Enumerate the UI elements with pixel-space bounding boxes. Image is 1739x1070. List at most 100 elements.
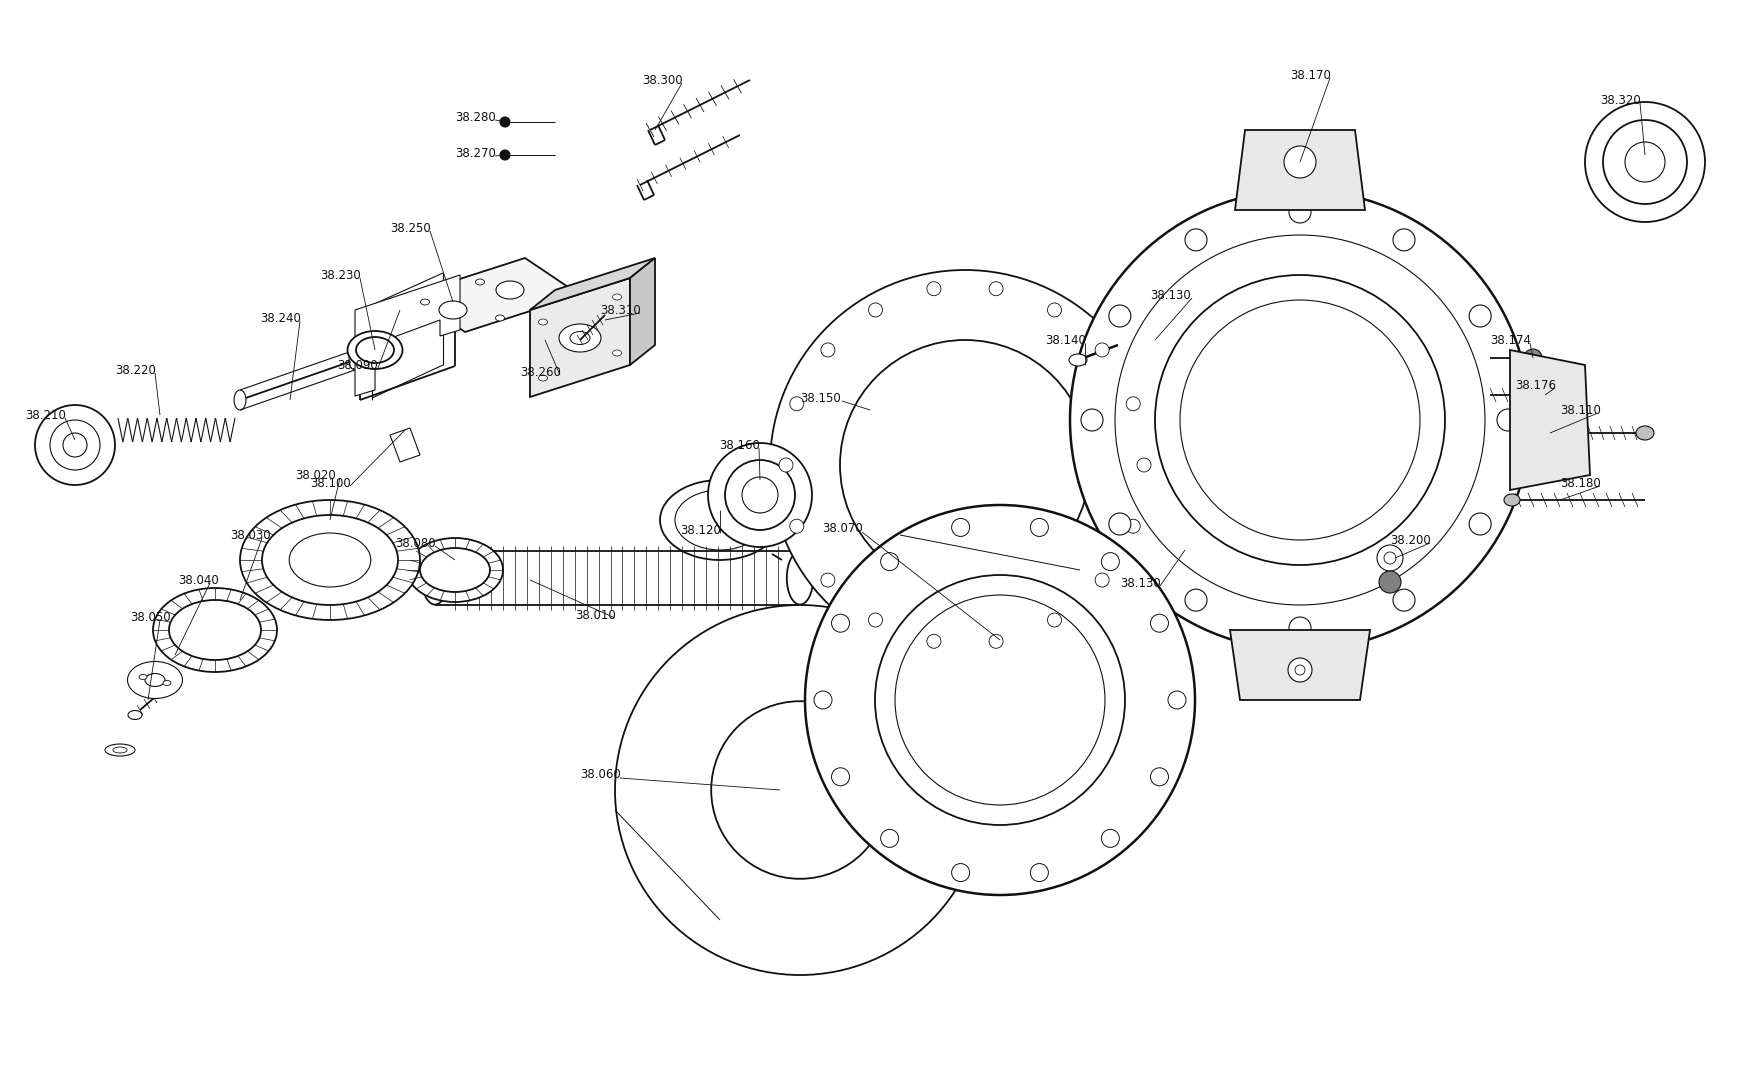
Circle shape	[1383, 552, 1395, 564]
Ellipse shape	[356, 337, 393, 363]
Text: 38.174: 38.174	[1489, 334, 1530, 347]
Ellipse shape	[786, 551, 812, 605]
Text: 38.090: 38.090	[337, 358, 377, 371]
Text: 38.060: 38.060	[579, 768, 621, 781]
Ellipse shape	[233, 389, 245, 410]
Circle shape	[1376, 545, 1402, 571]
Polygon shape	[355, 275, 459, 396]
Circle shape	[1184, 229, 1207, 250]
Ellipse shape	[348, 331, 402, 369]
Circle shape	[1584, 102, 1704, 221]
Polygon shape	[1229, 630, 1369, 700]
Text: 38.260: 38.260	[520, 366, 560, 379]
Circle shape	[894, 595, 1104, 805]
Circle shape	[988, 281, 1002, 295]
Text: 38.040: 38.040	[177, 574, 219, 586]
Ellipse shape	[127, 661, 183, 699]
Ellipse shape	[113, 747, 127, 753]
Circle shape	[50, 421, 99, 470]
Circle shape	[868, 613, 882, 627]
Text: 38.270: 38.270	[454, 147, 496, 159]
Circle shape	[1069, 190, 1529, 649]
Circle shape	[951, 519, 969, 536]
Circle shape	[770, 270, 1160, 660]
Text: 38.110: 38.110	[1560, 403, 1600, 416]
Circle shape	[1496, 409, 1518, 431]
Circle shape	[711, 701, 889, 878]
Ellipse shape	[144, 673, 165, 687]
Circle shape	[988, 635, 1002, 648]
Polygon shape	[1235, 129, 1363, 210]
Circle shape	[725, 460, 795, 530]
Circle shape	[1029, 863, 1049, 882]
Circle shape	[814, 691, 831, 709]
Circle shape	[614, 605, 984, 975]
Circle shape	[35, 406, 115, 485]
Circle shape	[779, 458, 793, 472]
Text: 38.010: 38.010	[574, 609, 616, 622]
Text: 38.300: 38.300	[642, 74, 682, 87]
Ellipse shape	[289, 533, 370, 587]
Ellipse shape	[240, 500, 419, 620]
Circle shape	[831, 614, 849, 632]
Circle shape	[1155, 275, 1443, 565]
Ellipse shape	[496, 281, 523, 299]
Circle shape	[821, 574, 835, 587]
Circle shape	[1179, 300, 1419, 540]
Circle shape	[927, 281, 941, 295]
Polygon shape	[530, 258, 654, 310]
Circle shape	[951, 863, 969, 882]
Polygon shape	[1509, 350, 1589, 490]
Text: 38.100: 38.100	[310, 476, 351, 489]
Circle shape	[1624, 142, 1664, 182]
Ellipse shape	[163, 681, 170, 686]
Circle shape	[1393, 590, 1414, 611]
Circle shape	[831, 768, 849, 785]
Circle shape	[1125, 397, 1139, 411]
Text: 38.176: 38.176	[1515, 379, 1555, 392]
Circle shape	[1523, 349, 1541, 367]
Circle shape	[880, 829, 897, 847]
Circle shape	[1289, 201, 1309, 223]
Circle shape	[708, 443, 812, 547]
Circle shape	[1289, 617, 1309, 639]
Circle shape	[1184, 590, 1207, 611]
Text: 38.180: 38.180	[1560, 476, 1600, 489]
Circle shape	[1115, 235, 1483, 605]
Circle shape	[1101, 552, 1118, 570]
Ellipse shape	[153, 588, 277, 672]
Circle shape	[741, 477, 777, 513]
Text: 38.030: 38.030	[230, 529, 271, 541]
Text: 38.210: 38.210	[24, 409, 66, 422]
Circle shape	[790, 519, 803, 533]
Circle shape	[790, 397, 803, 411]
Text: 38.220: 38.220	[115, 364, 157, 377]
Circle shape	[1167, 691, 1186, 709]
Text: 38.120: 38.120	[680, 523, 720, 536]
Circle shape	[1101, 829, 1118, 847]
Text: 38.150: 38.150	[800, 392, 840, 404]
Text: 38.140: 38.140	[1045, 334, 1085, 347]
Circle shape	[880, 552, 897, 570]
Circle shape	[1379, 571, 1400, 593]
Circle shape	[1047, 613, 1061, 627]
Circle shape	[1468, 513, 1490, 535]
Ellipse shape	[421, 551, 449, 605]
Ellipse shape	[419, 548, 490, 592]
Polygon shape	[630, 258, 654, 365]
Circle shape	[1287, 658, 1311, 682]
Polygon shape	[410, 258, 579, 332]
Ellipse shape	[169, 600, 261, 660]
Ellipse shape	[263, 515, 398, 605]
Ellipse shape	[407, 538, 503, 602]
Ellipse shape	[1635, 426, 1654, 440]
Circle shape	[1393, 229, 1414, 250]
Circle shape	[868, 303, 882, 317]
Ellipse shape	[558, 324, 600, 352]
Text: 38.080: 38.080	[395, 536, 435, 550]
Ellipse shape	[612, 294, 621, 300]
Polygon shape	[530, 278, 630, 397]
Circle shape	[805, 505, 1195, 895]
Ellipse shape	[350, 350, 360, 370]
Text: 38.020: 38.020	[296, 469, 336, 482]
